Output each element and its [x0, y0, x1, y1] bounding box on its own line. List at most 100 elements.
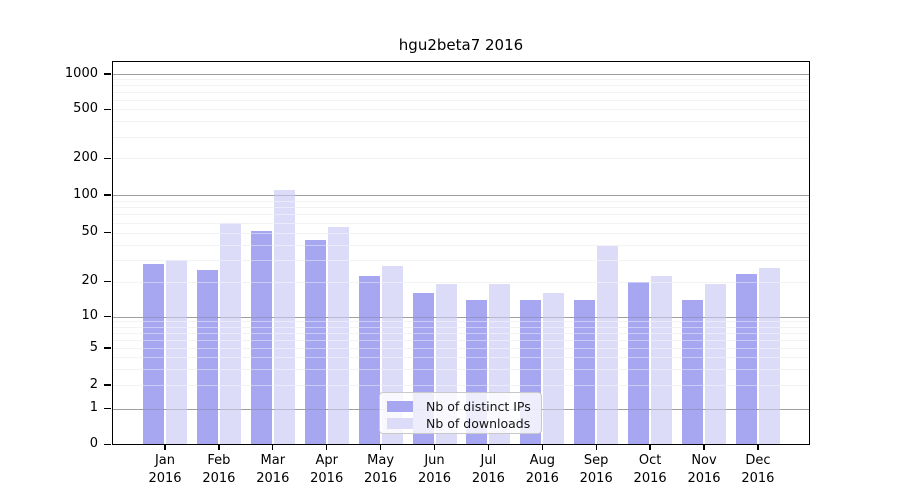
- minor-gridline-overlay: [112, 326, 810, 328]
- x-tick-label-oct: Oct 2016: [633, 453, 667, 486]
- bar-ips-jan: [143, 263, 164, 445]
- minor-gridline-overlay: [112, 321, 810, 323]
- x-tick-mark: [541, 445, 543, 450]
- minor-gridline: [112, 222, 810, 224]
- y-tick-label: 50: [81, 224, 98, 240]
- minor-gridline-overlay: [112, 339, 810, 341]
- x-tick-mark: [595, 445, 597, 450]
- bar-downloads-dec: [758, 267, 780, 445]
- minor-gridline: [112, 109, 810, 111]
- bar-ips-nov: [682, 299, 703, 445]
- x-tick-mark: [649, 445, 651, 450]
- minor-gridline: [112, 281, 810, 283]
- bar-ips-feb: [196, 269, 218, 445]
- minor-gridline-overlay: [112, 207, 810, 209]
- y-tick-mark: [104, 108, 111, 110]
- minor-gridline-overlay: [112, 244, 810, 246]
- minor-gridline: [112, 357, 810, 358]
- y-tick-label: 100: [73, 186, 98, 202]
- minor-gridline-overlay: [112, 158, 810, 160]
- minor-gridline-overlay: [112, 100, 810, 101]
- x-tick-label-aug: Aug 2016: [525, 453, 559, 486]
- minor-gridline: [112, 259, 810, 261]
- y-tick-label: 2: [89, 376, 98, 392]
- minor-gridline: [112, 385, 810, 386]
- x-tick-mark: [487, 445, 490, 450]
- minor-gridline: [112, 100, 810, 101]
- legend-label-distinct-ips: Nb of distinct IPs: [426, 398, 531, 414]
- bar-ips-sep: [574, 299, 596, 445]
- major-gridline-overlay: [112, 195, 810, 197]
- y-tick-label: 1000: [64, 65, 98, 81]
- minor-gridline-overlay: [112, 385, 810, 386]
- bar-ips-mar: [250, 230, 272, 445]
- minor-gridline-overlay: [112, 332, 810, 334]
- bar-downloads-aug: [543, 292, 565, 445]
- minor-gridline: [112, 348, 810, 349]
- x-tick-label-feb: Feb 2016: [202, 453, 236, 486]
- bar-ips-oct: [628, 281, 650, 445]
- minor-gridline: [112, 158, 810, 160]
- minor-gridline-overlay: [112, 281, 810, 283]
- minor-gridline-overlay: [112, 259, 810, 261]
- x-tick-mark: [703, 445, 705, 450]
- bar-downloads-jan: [166, 259, 187, 445]
- bar-downloads-oct: [651, 276, 673, 445]
- x-tick-label-nov: Nov 2016: [687, 453, 721, 486]
- bar-ips-may: [358, 276, 380, 445]
- minor-gridline: [112, 214, 810, 216]
- x-tick-mark: [218, 445, 220, 450]
- minor-gridline: [112, 232, 810, 234]
- bar-downloads-apr: [327, 226, 349, 445]
- chart-title: hgu2beta7 2016: [398, 36, 524, 54]
- y-tick-mark: [104, 73, 111, 75]
- x-tick-label-sep: Sep 2016: [579, 453, 613, 486]
- legend-swatch-distinct-ips: [387, 400, 413, 412]
- minor-gridline-overlay: [112, 368, 810, 370]
- bar-downloads-feb: [219, 222, 241, 445]
- minor-gridline-overlay: [112, 109, 810, 111]
- y-tick-mark: [104, 315, 111, 318]
- y-tick-label: 10: [81, 308, 98, 323]
- major-gridline: [112, 74, 810, 76]
- y-tick-mark: [104, 408, 111, 410]
- y-tick-label: 20: [81, 273, 98, 288]
- minor-gridline-overlay: [112, 85, 810, 87]
- minor-gridline-overlay: [112, 121, 810, 123]
- minor-gridline: [112, 244, 810, 246]
- x-tick-label-jul: Jul 2016: [471, 453, 505, 486]
- minor-gridline: [112, 92, 810, 94]
- y-tick-label: 0: [89, 436, 98, 451]
- y-tick-label: 5: [89, 339, 98, 355]
- y-tick-mark: [104, 157, 111, 159]
- x-tick-label-mar: Mar 2016: [256, 453, 290, 486]
- minor-gridline: [112, 136, 810, 138]
- bar-ips-dec: [735, 274, 757, 445]
- bar-downloads-sep: [597, 245, 619, 445]
- x-tick-mark: [433, 445, 436, 450]
- major-gridline-overlay: [112, 74, 810, 76]
- x-tick-label-apr: Apr 2016: [310, 453, 344, 486]
- y-tick-mark: [104, 232, 111, 234]
- y-tick-label: 500: [73, 100, 98, 116]
- minor-gridline: [112, 85, 810, 87]
- minor-gridline: [112, 326, 810, 328]
- legend-row-ips: Nb of distinct IPs: [387, 398, 541, 414]
- x-tick-mark: [379, 445, 382, 450]
- y-tick-mark: [104, 443, 111, 446]
- minor-gridline-overlay: [112, 136, 810, 138]
- x-tick-label-jun: Jun 2016: [417, 453, 452, 486]
- minor-gridline: [112, 368, 810, 370]
- bar-downloads-mar: [273, 190, 295, 445]
- minor-gridline-overlay: [112, 357, 810, 358]
- legend-row-downloads: Nb of downloads: [387, 415, 541, 431]
- minor-gridline-overlay: [112, 222, 810, 224]
- x-tick-label-may: May 2016: [364, 453, 398, 486]
- minor-gridline-overlay: [112, 79, 810, 81]
- y-tick-mark: [104, 280, 111, 283]
- minor-gridline-overlay: [112, 214, 810, 216]
- x-tick-label-jan: Jan 2016: [148, 453, 182, 486]
- y-tick-mark: [104, 194, 111, 196]
- minor-gridline: [112, 200, 810, 202]
- minor-gridline: [112, 321, 810, 323]
